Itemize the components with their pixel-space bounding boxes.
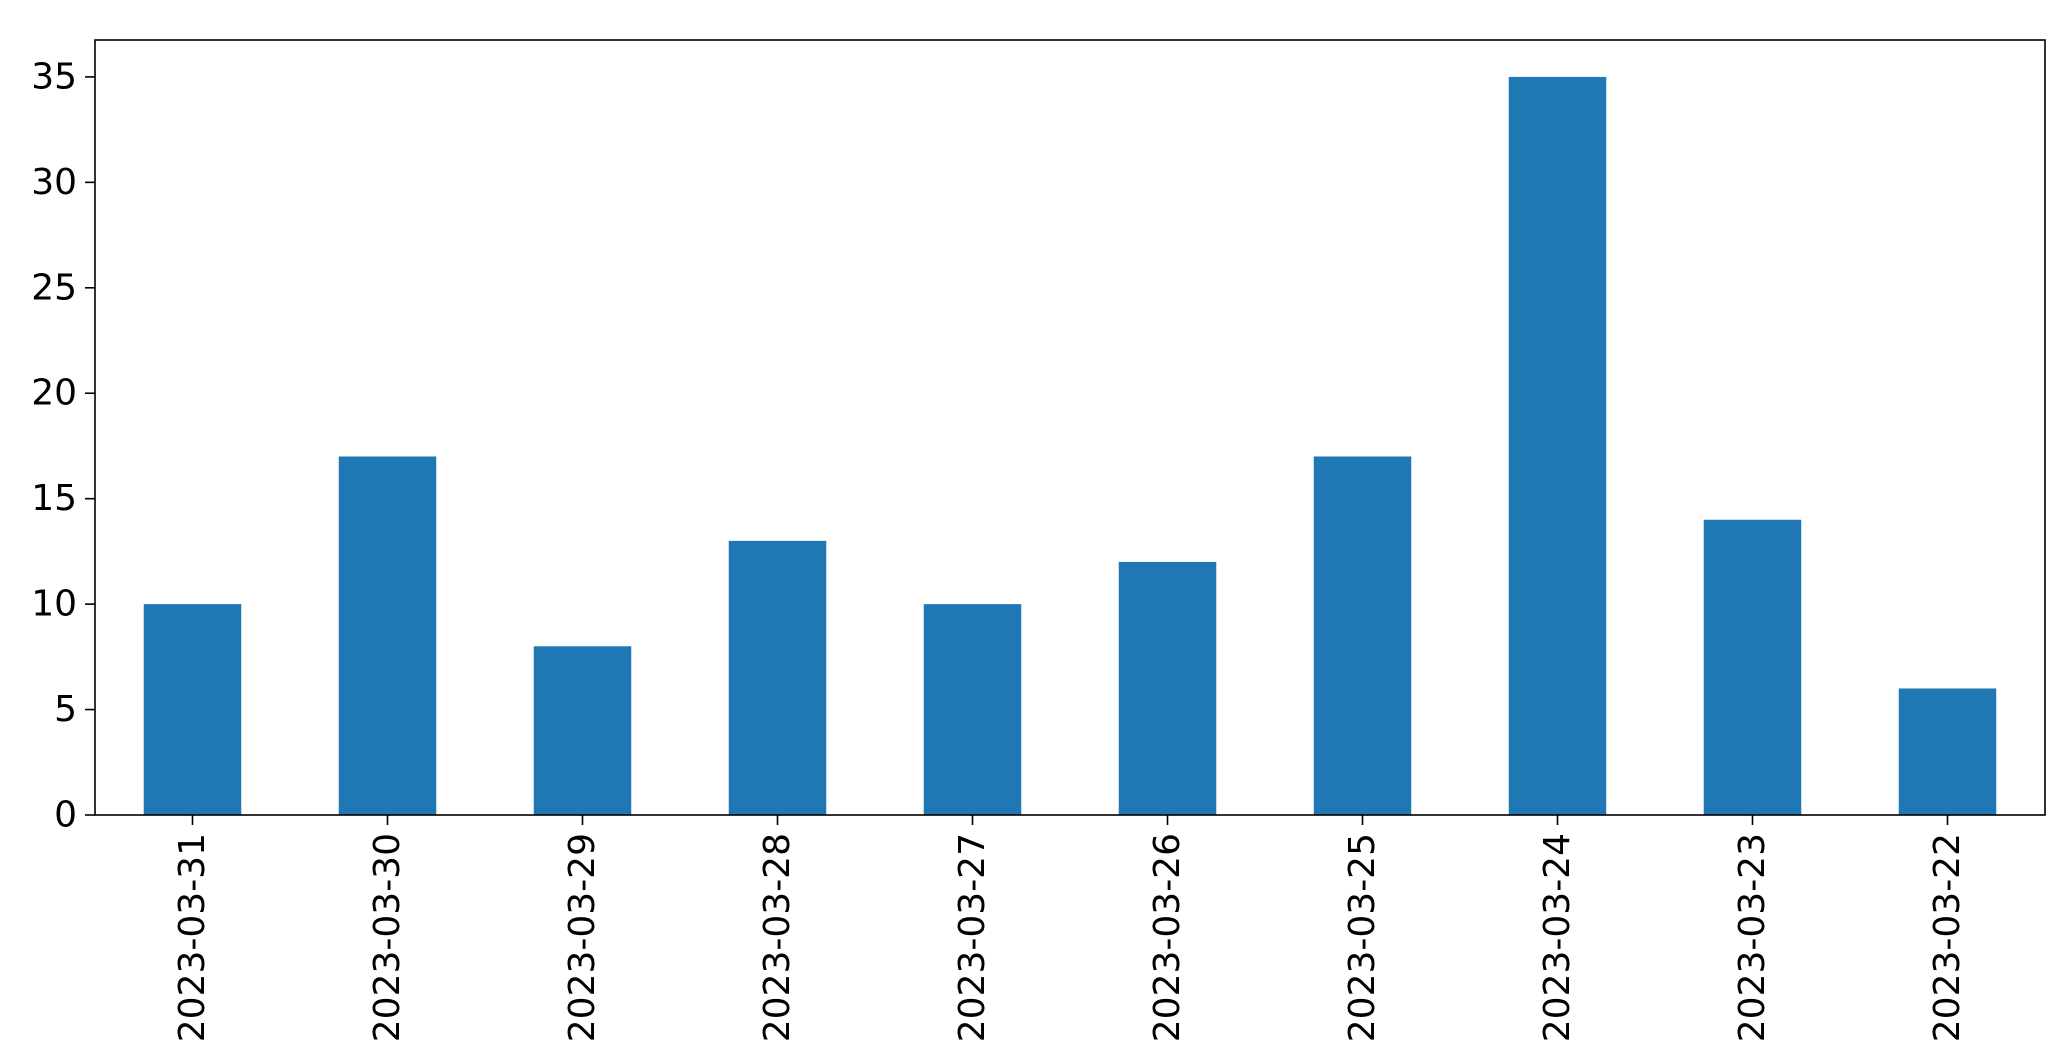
- x-tick-label: 2023-03-25: [1342, 833, 1383, 1042]
- bar-2023-03-24: [1508, 76, 1607, 815]
- y-tick-label: 30: [31, 162, 77, 203]
- x-tick-label: 2023-03-30: [367, 833, 408, 1042]
- bar-2023-03-29: [533, 646, 632, 815]
- y-tick-label: 15: [31, 478, 77, 519]
- y-tick-label: 35: [31, 56, 77, 97]
- bar-2023-03-26: [1118, 561, 1217, 815]
- y-tick-label: 0: [54, 795, 77, 836]
- bar-2023-03-27: [923, 604, 1022, 815]
- x-tick-label: 2023-03-24: [1537, 833, 1578, 1042]
- y-tick-label: 20: [31, 373, 77, 414]
- y-tick-label: 10: [31, 584, 77, 625]
- x-tick-label: 2023-03-29: [562, 833, 603, 1042]
- bar-2023-03-22: [1898, 688, 1997, 815]
- y-tick-label: 5: [54, 689, 77, 730]
- x-tick-label: 2023-03-26: [1147, 833, 1188, 1042]
- bar-2023-03-31: [143, 604, 242, 815]
- plot-frame: [94, 39, 2046, 816]
- bar-2023-03-28: [728, 540, 827, 815]
- x-tick-label: 2023-03-22: [1927, 833, 1968, 1042]
- y-axis: 0 5 10 15 20 25 30 35: [31, 56, 95, 836]
- x-tick-label: 2023-03-31: [172, 833, 213, 1042]
- x-tick-label: 2023-03-23: [1732, 833, 1773, 1042]
- y-tick-label: 25: [31, 267, 77, 308]
- x-axis: 2023-03-31 2023-03-30 2023-03-29 2023-03-28…: [172, 815, 1968, 1042]
- bars-layer: [143, 76, 1997, 815]
- bar-2023-03-23: [1703, 519, 1802, 815]
- x-tick-label: 2023-03-28: [757, 833, 798, 1042]
- bar-2023-03-30: [338, 456, 437, 815]
- x-tick-label: 2023-03-27: [952, 833, 993, 1042]
- bar-2023-03-25: [1313, 456, 1412, 815]
